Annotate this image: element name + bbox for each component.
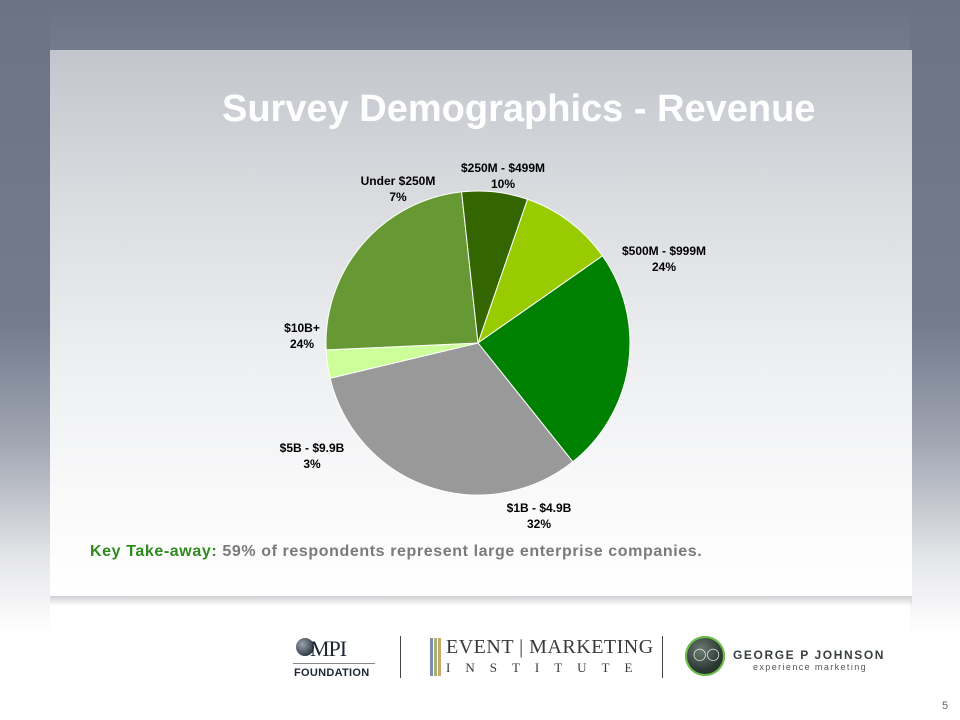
takeaway-key: Key Take-away: (90, 543, 218, 560)
emi-logo-bottom: INSTITUTE (446, 660, 648, 675)
left-frame-band (0, 0, 50, 720)
pie-slice (329, 342, 574, 496)
slice-percent-label: 3% (303, 457, 321, 471)
logo-divider (662, 636, 663, 678)
slice-percent-label: 24% (652, 260, 676, 274)
gpj-monogram-icon: ◯◯ (693, 647, 720, 661)
slice-label: $250M - $499M (461, 161, 545, 175)
right-frame-band (910, 0, 960, 720)
top-frame-band (0, 0, 960, 50)
gpj-logo-tagline: experience marketing (753, 662, 868, 672)
gpj-logo-name: GEORGE P JOHNSON (733, 648, 886, 662)
footer-logos: MPI FOUNDATION EVENT | MARKETING INSTITU… (285, 632, 905, 687)
slice-label: $5B - $9.9B (280, 441, 345, 455)
key-takeaway: Key Take-away: 59% of respondents repres… (90, 543, 702, 561)
slide-title: Survey Demographics - Revenue (222, 88, 816, 130)
panel-shadow (50, 596, 912, 606)
slice-label: $500M - $999M (622, 244, 706, 258)
mpi-logo-mark: MPI (310, 636, 347, 661)
mpi-logo-subtitle: FOUNDATION (294, 667, 370, 679)
slice-percent-label: 10% (491, 177, 515, 191)
george-p-johnson-logo: ◯◯ GEORGE P JOHNSON experience marketing (685, 632, 905, 684)
emi-stripes-icon (430, 638, 442, 676)
page-number: 5 (942, 700, 949, 712)
gpj-badge-icon: ◯◯ (685, 636, 725, 676)
takeaway-text: 59% of respondents represent large enter… (222, 543, 703, 560)
event-marketing-institute-logo: EVENT | MARKETING INSTITUTE (430, 636, 653, 678)
mpi-foundation-logo: MPI FOUNDATION (288, 632, 378, 684)
emi-logo-top: EVENT | MARKETING (446, 636, 654, 658)
slice-percent-label: 24% (290, 337, 314, 351)
slice-percent-label: 7% (389, 190, 407, 204)
slice-percent-label: 32% (527, 517, 551, 531)
pie-slice (461, 190, 529, 344)
globe-icon (296, 638, 314, 656)
pie-slice (477, 198, 604, 345)
mpi-logo-rule (293, 663, 375, 664)
logo-divider (400, 636, 401, 678)
pie-slice (477, 255, 631, 463)
pie-slice (325, 191, 479, 351)
slice-label: $10B+ (284, 321, 320, 335)
slice-label: $1B - $4.9B (507, 501, 572, 515)
slice-label: Under $250M (361, 174, 436, 188)
